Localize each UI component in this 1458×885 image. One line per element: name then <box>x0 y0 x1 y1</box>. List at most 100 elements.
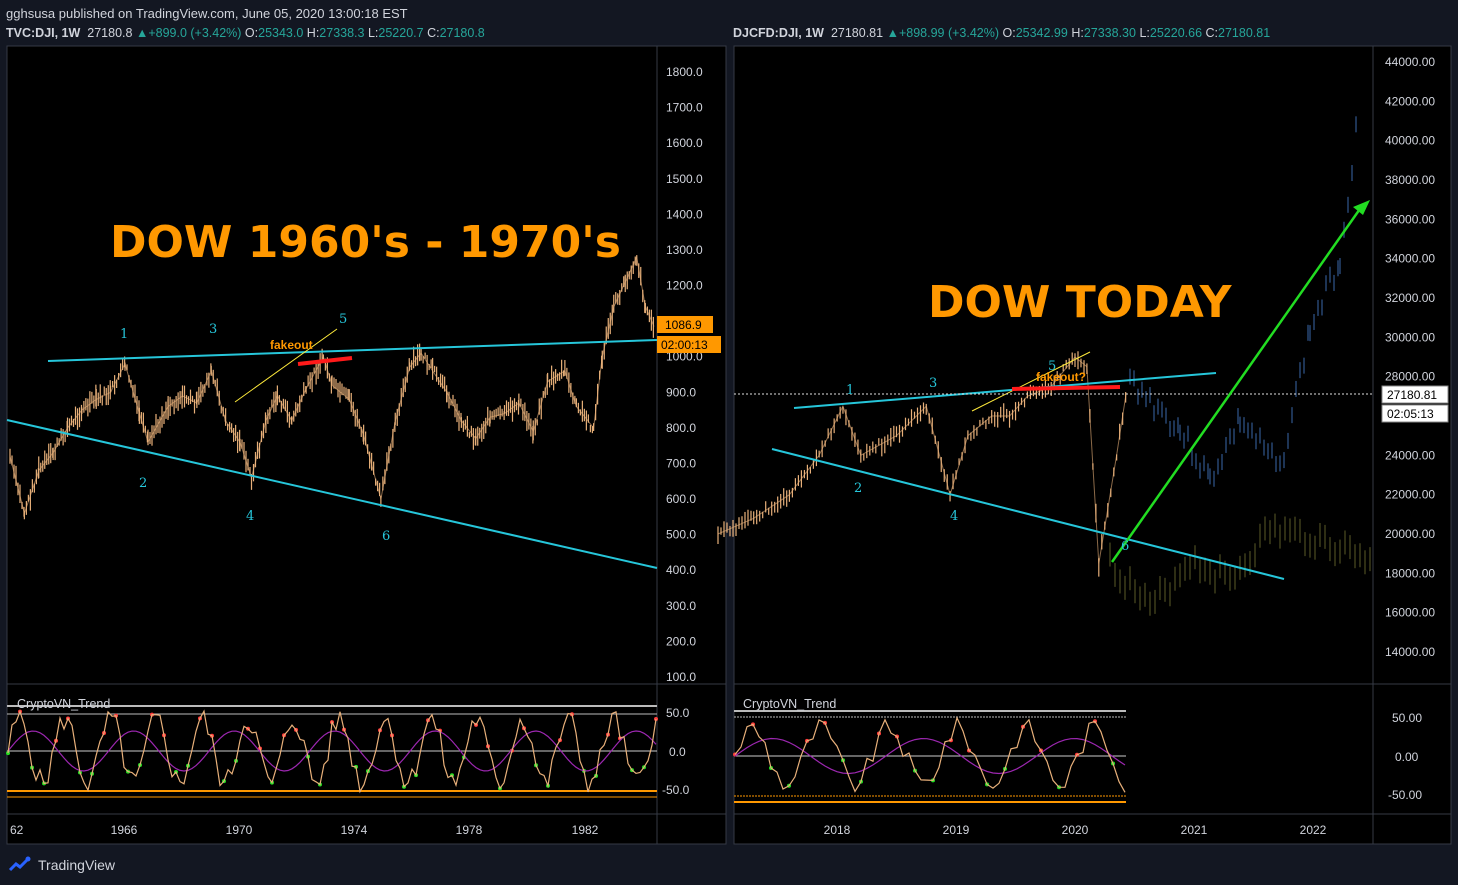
right-price-tag: 27180.81 <box>1387 388 1437 402</box>
right-x-axis[interactable]: 2018 2019 2020 2021 2022 <box>824 823 1327 837</box>
right-h-label: H: <box>1071 26 1084 40</box>
left-wave-5: 5 <box>339 312 347 327</box>
left-lower-trendline[interactable] <box>6 419 658 569</box>
left-y-tick: 1300.0 <box>666 243 703 257</box>
left-high: 27338.3 <box>319 26 365 40</box>
right-chart-title: DOW TODAY <box>928 277 1233 328</box>
right-price-tag-bg <box>1381 385 1449 404</box>
right-x-tick: 2021 <box>1181 823 1208 837</box>
left-chart-title: DOW 1960's - 1970's <box>110 217 621 268</box>
right-l-label: L: <box>1139 26 1150 40</box>
left-y-tick: 1500.0 <box>666 172 703 186</box>
left-time-tag: 02:00:13 <box>661 338 708 352</box>
right-o-label: O: <box>1002 26 1016 40</box>
right-fakeout-label: fakeout? <box>1036 370 1086 384</box>
left-y-tick: 600.0 <box>666 492 696 506</box>
right-wedge-line[interactable] <box>971 351 1091 412</box>
left-wave-4: 4 <box>246 509 254 524</box>
right-y-tick: 44000.00 <box>1385 55 1435 69</box>
left-change-arrow-icon: ▲ <box>135 26 149 40</box>
projection-arrow-head-icon <box>1353 200 1370 215</box>
osc-signal-line <box>734 737 1126 775</box>
left-change: +899.0 (+3.42%) <box>148 26 242 40</box>
right-fakeout-line[interactable] <box>1011 385 1121 391</box>
right-y-tick: 32000.00 <box>1385 291 1435 305</box>
projection-arrow[interactable] <box>1110 205 1364 563</box>
right-low: 25220.66 <box>1149 26 1203 40</box>
left-fakeout-label: fakeout <box>270 338 313 352</box>
right-oscillator <box>733 710 1126 803</box>
footer-brand[interactable]: TradingView <box>8 856 115 874</box>
left-wave-2: 2 <box>139 476 147 491</box>
right-open: 25342.99 <box>1015 26 1068 40</box>
left-wave-3: 3 <box>209 322 217 337</box>
left-c-label: C: <box>427 26 440 40</box>
osc-main-line <box>7 709 657 794</box>
left-wave-6: 6 <box>382 529 390 544</box>
left-indicator-name[interactable]: CryptoVN_Trend <box>17 697 110 711</box>
right-change-arrow-icon: ▲ <box>886 26 899 40</box>
left-x-tick: 1966 <box>111 823 138 837</box>
right-path <box>717 356 1127 564</box>
osc-signal-line <box>7 730 657 772</box>
right-wave-3: 3 <box>929 376 937 391</box>
left-y-tick: 1000.0 <box>666 350 703 364</box>
left-y-tick: 300.0 <box>666 599 696 613</box>
right-symbol[interactable]: DJCFD:DJI, 1W <box>733 26 824 40</box>
right-y-tick: 24000.00 <box>1385 448 1435 462</box>
right-y-tick: 30000.00 <box>1385 330 1435 344</box>
left-y-tick: 800.0 <box>666 421 696 435</box>
left-y-tick: 900.0 <box>666 385 696 399</box>
right-wave-5: 5 <box>1048 359 1056 374</box>
left-symbol[interactable]: TVC:DJI, 1W <box>6 26 81 40</box>
right-time-tag: 02:05:13 <box>1387 407 1434 421</box>
left-y-tick: 1200.0 <box>666 279 703 293</box>
left-fakeout-line[interactable] <box>297 356 353 366</box>
left-x-axis[interactable]: 62 1966 1970 1974 1978 1982 <box>10 823 599 837</box>
left-y-tick: 1700.0 <box>666 101 703 115</box>
left-close: 27180.8 <box>439 26 485 40</box>
right-y-tick: 16000.00 <box>1385 606 1435 620</box>
left-wedge-line[interactable] <box>234 328 338 403</box>
right-y-tick: 36000.00 <box>1385 212 1435 226</box>
right-indicator-name[interactable]: CryptoVN_Trend <box>743 697 836 711</box>
right-y-tick: 22000.00 <box>1385 488 1435 502</box>
right-panel-frame <box>733 45 1452 845</box>
right-last: 27180.81 <box>830 26 884 40</box>
left-y-tick: 1400.0 <box>666 207 703 221</box>
right-upper-trendline[interactable] <box>793 372 1217 409</box>
right-high: 27338.30 <box>1083 26 1136 40</box>
right-wave-2: 2 <box>854 481 862 496</box>
right-symbol-header: DJCFD:DJI, 1W 27180.81 ▲+898.99 (+3.42%)… <box>733 26 1270 40</box>
left-y-tick: 1800.0 <box>666 65 703 79</box>
left-wave-1: 1 <box>120 327 128 342</box>
left-osc-tick-50: 50.0 <box>666 706 690 720</box>
left-last: 27180.8 <box>87 26 133 40</box>
publisher-line: gghsusa published on TradingView.com, Ju… <box>6 6 408 21</box>
right-x-tick: 2019 <box>943 823 970 837</box>
left-price-tag: 1086.9 <box>665 318 702 332</box>
right-x-tick: 2022 <box>1300 823 1327 837</box>
footer-brand-text: TradingView <box>38 857 116 873</box>
right-change: +898.99 (+3.42%) <box>898 26 1000 40</box>
left-x-tick: 1974 <box>341 823 368 837</box>
right-y-tick: 20000.00 <box>1385 527 1435 541</box>
left-x-tick: 1978 <box>456 823 483 837</box>
left-y-axis[interactable]: 1800.0 1700.0 1600.0 1500.0 1400.0 1300.0 1200… <box>666 65 703 684</box>
left-price-series <box>9 255 655 520</box>
left-price-tag-bg <box>657 316 713 333</box>
right-lower-trendline[interactable] <box>771 448 1285 580</box>
left-upper-trendline[interactable] <box>47 339 658 362</box>
right-close: 27180.81 <box>1218 26 1271 40</box>
right-wave-1: 1 <box>846 383 854 398</box>
right-y-tick: 40000.00 <box>1385 134 1435 148</box>
left-x-tick: 62 <box>10 823 24 837</box>
left-osc-tick-0: 0.0 <box>669 745 686 759</box>
left-y-tick: 400.0 <box>666 563 696 577</box>
left-y-tick: 1600.0 <box>666 136 703 150</box>
right-y-tick: 18000.00 <box>1385 566 1435 580</box>
right-x-tick: 2020 <box>1062 823 1089 837</box>
left-oscillator <box>6 705 658 798</box>
right-y-tick: 34000.00 <box>1385 252 1435 266</box>
